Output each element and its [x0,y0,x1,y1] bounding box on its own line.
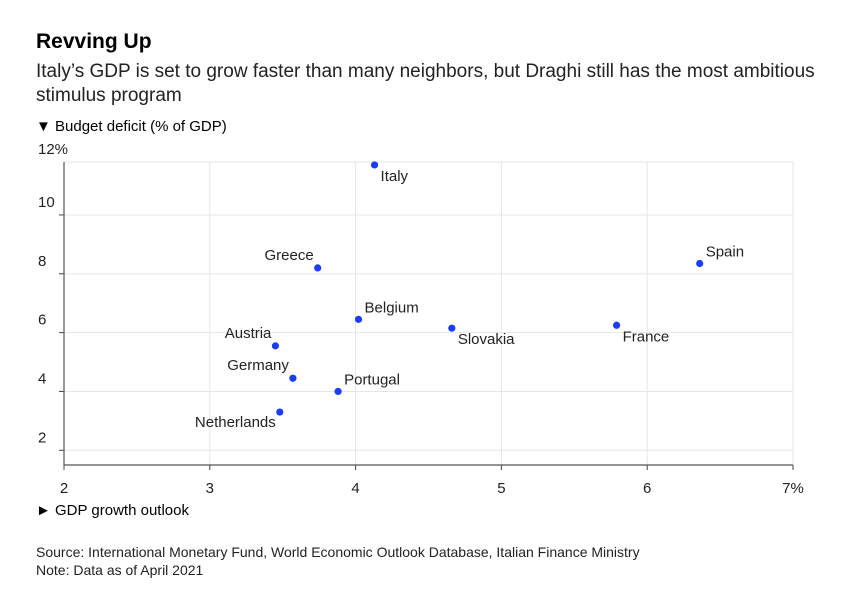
y-tick-label: 8 [38,253,46,270]
x-tick-label: 2 [60,480,68,497]
data-points: Italy Greece Spain Belgium Slovakia France Aus… [195,161,744,431]
point-label-slovakia: Slovakia [458,331,515,348]
chart-subtitle: Italy’s GDP is set to grow faster than m… [36,61,815,106]
point-spain [696,259,704,268]
point-label-spain: Spain [706,243,744,260]
point-portugal [334,387,342,396]
tick-labels: 2 3 4 5 6 7% 2 4 6 8 10 12% [38,141,804,497]
x-tick-label: 5 [497,480,505,497]
data-note: Note: Data as of April 2021 [36,562,204,578]
point-greece [314,264,322,272]
point-slovakia [448,324,456,332]
point-germany [289,374,297,382]
point-label-france: France [623,328,670,345]
point-italy [370,161,379,169]
point-label-greece: Greece [264,247,313,264]
point-label-netherlands: Netherlands [195,414,276,431]
x-tick-label: 7% [782,480,804,497]
y-tick-label: 10 [38,194,55,211]
y-tick-label: 2 [38,429,46,446]
point-belgium [354,315,363,323]
y-tick-label: 12% [38,141,68,158]
x-axis-label: ► GDP growth outlook [36,502,189,519]
point-label-italy: Italy [381,168,409,185]
grid-lines [64,161,794,465]
point-france [612,321,621,329]
point-netherlands [276,408,284,416]
point-label-portugal: Portugal [344,371,400,388]
point-austria [271,342,280,350]
source-note: Source: International Monetary Fund, Wor… [36,544,640,560]
x-tick-label: 4 [351,480,359,497]
point-label-austria: Austria [225,325,272,342]
chart-footer: Source: International Monetary Fund, Wor… [36,543,640,579]
y-tick-label: 6 [38,312,46,329]
x-tick-label: 3 [206,480,214,497]
point-label-germany: Germany [227,357,289,374]
axes [59,162,794,470]
y-axis-label: ▼ Budget deficit (% of GDP) [36,118,227,135]
point-label-belgium: Belgium [365,299,419,316]
chart-title: Revving Up [36,30,152,53]
x-tick-label: 6 [643,480,651,497]
y-tick-label: 4 [38,370,46,387]
